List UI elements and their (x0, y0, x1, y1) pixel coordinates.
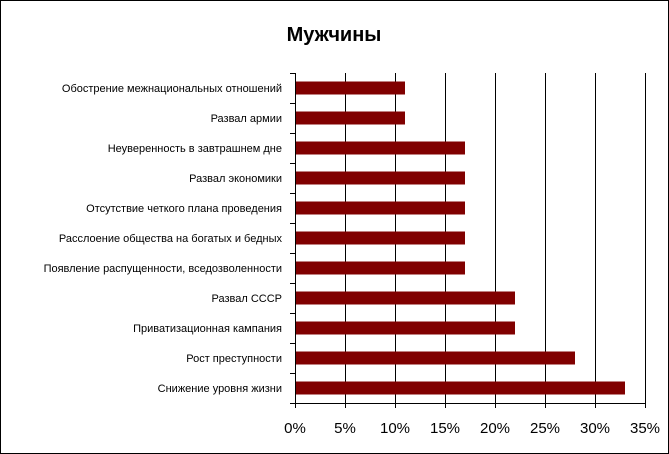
tick-labels: 0% 5% 10% 15% 20% 25% 30% 35% (284, 420, 660, 437)
category-label: Развал СССР (212, 293, 283, 305)
category-label: Появление распущенности, вседозволенност… (44, 263, 282, 275)
category-labels: Обострение межнациональных отношений Разв… (44, 83, 283, 395)
category-label: Расслоение общества на богатых и бедных (59, 233, 283, 245)
category-label: Отсутствие четкого плана проведения (86, 203, 282, 215)
bars (296, 81, 625, 395)
x-tick-label: 25% (530, 420, 560, 437)
bar (296, 291, 515, 305)
bar (296, 261, 465, 275)
bar (296, 231, 465, 245)
x-tick-label: 15% (430, 420, 460, 437)
bar (296, 381, 625, 395)
bar (296, 201, 465, 215)
category-label: Приватизационная кампания (133, 323, 282, 335)
x-tick-label: 20% (480, 420, 510, 437)
category-label: Неуверенность в завтрашнем дне (108, 143, 282, 155)
bar (296, 81, 405, 95)
bar (296, 111, 405, 125)
bar (296, 351, 575, 365)
axes (290, 73, 646, 408)
chart-title: Мужчины (287, 24, 382, 46)
x-tick-label: 30% (580, 420, 610, 437)
category-label: Развал армии (211, 113, 282, 125)
bar (296, 171, 465, 185)
category-label: Снижение уровня жизни (158, 383, 282, 395)
bar (296, 141, 465, 155)
bar (296, 321, 515, 335)
category-label: Развал экономики (189, 173, 282, 185)
x-tick-label: 5% (334, 420, 356, 437)
x-tick-label: 10% (380, 420, 410, 437)
category-label: Обострение межнациональных отношений (62, 83, 282, 95)
x-tick-label: 35% (630, 420, 660, 437)
category-label: Рост преступности (186, 353, 282, 365)
x-tick-label: 0% (284, 420, 306, 437)
